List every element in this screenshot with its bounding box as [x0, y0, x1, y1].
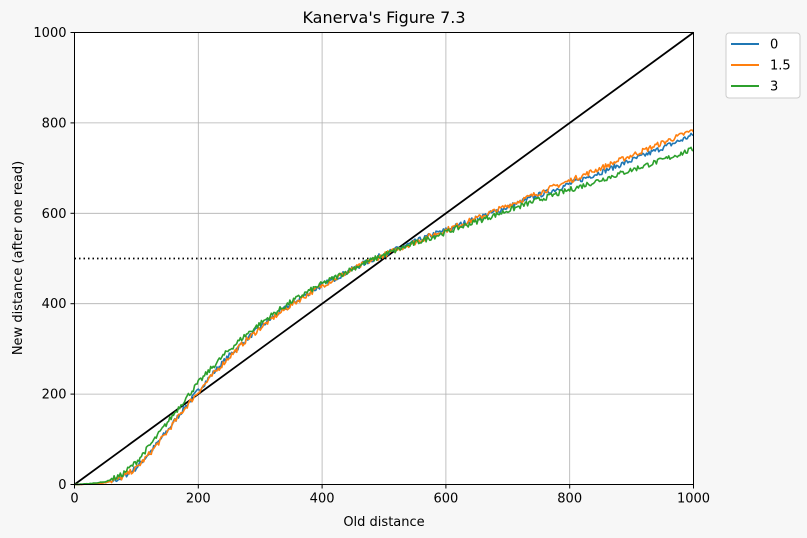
y-tick-label: 200 — [42, 388, 67, 403]
x-tick-label: 1000 — [677, 492, 710, 507]
plot-frame — [74, 32, 694, 485]
y-axis-label: New distance (after one read) — [11, 161, 26, 355]
series-line-3 — [74, 146, 694, 486]
x-tick-label: 800 — [557, 492, 582, 507]
x-tick-label: 200 — [186, 492, 211, 507]
x-tick-label: 0 — [70, 492, 78, 507]
x-axis-label: Old distance — [343, 515, 424, 530]
y-tick-label: 800 — [42, 116, 67, 131]
legend-label: 3 — [770, 80, 778, 95]
legend-label: 1.5 — [770, 59, 791, 74]
legend-box — [725, 32, 801, 99]
y-tick-label: 1000 — [33, 26, 66, 41]
x-axis-ticks: 0 200 400 600 800 1000 — [70, 484, 710, 507]
legend: 01.53 — [725, 32, 801, 99]
legend-label: 0 — [770, 38, 778, 53]
y-axis-ticks: 0 200 400 600 800 1000 — [33, 26, 75, 493]
x-tick-label: 600 — [433, 492, 458, 507]
x-tick-label: 400 — [310, 492, 335, 507]
series-lines — [74, 129, 695, 486]
chart-title: Kanerva's Figure 7.3 — [302, 8, 465, 27]
y-tick-label: 400 — [42, 297, 67, 312]
y-tick-label: 0 — [58, 478, 66, 493]
y-tick-label: 600 — [42, 207, 67, 222]
